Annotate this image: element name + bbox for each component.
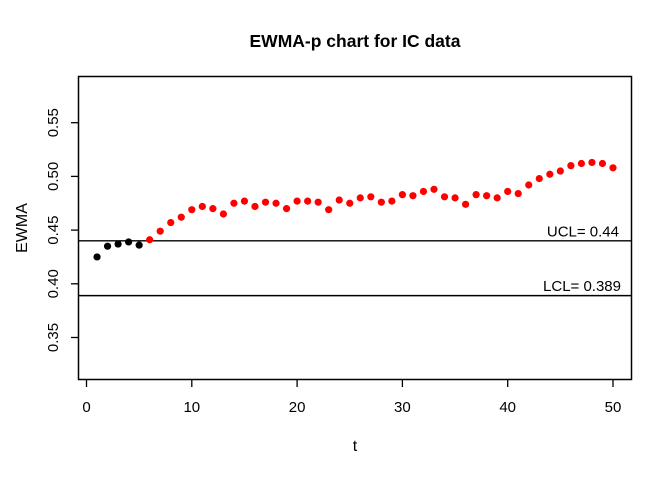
y-tick-label: 0.40 (45, 269, 62, 298)
out-of-control-point (398, 191, 406, 199)
out-of-control-point (261, 198, 270, 206)
in-control-point (103, 242, 112, 250)
out-of-control-point (567, 162, 575, 170)
y-tick-label: 0.55 (45, 108, 62, 137)
out-of-control-point (230, 199, 238, 207)
x-tick-label: 20 (289, 399, 306, 416)
x-axis-label: t (353, 438, 358, 455)
y-tick-label: 0.50 (45, 162, 62, 191)
out-of-control-point (409, 192, 417, 200)
out-of-control-point (198, 202, 206, 211)
lcl-label: LCL= 0.389 (543, 278, 621, 295)
y-axis-label: EWMA (14, 203, 31, 253)
out-of-control-point (209, 205, 217, 213)
out-of-control-point (240, 197, 249, 205)
out-of-control-point (188, 206, 196, 214)
out-of-control-point (461, 200, 470, 208)
out-of-control-point (430, 185, 438, 193)
out-of-control-point (451, 194, 459, 202)
out-of-control-point (335, 196, 343, 204)
in-control-point (125, 238, 133, 246)
out-of-control-point (304, 197, 312, 205)
out-of-control-point (146, 236, 154, 244)
out-of-control-point (525, 181, 533, 189)
out-of-control-point (346, 199, 354, 207)
out-of-control-point (177, 213, 185, 221)
out-of-control-point (156, 227, 164, 235)
out-of-control-point (377, 198, 385, 206)
x-tick-label: 0 (82, 399, 90, 416)
in-control-point (114, 240, 122, 248)
out-of-control-point (577, 159, 586, 168)
out-of-control-point (388, 197, 396, 205)
y-tick-label: 0.35 (45, 323, 62, 352)
ucl-label: UCL= 0.44 (547, 223, 619, 240)
x-tick-label: 30 (394, 399, 411, 416)
generated-chart-content: 0 10 20 30 40 50 0.35 0.40 0.45 0.50 0.55 (45, 108, 621, 416)
out-of-control-point (282, 205, 291, 213)
out-of-control-point (609, 164, 617, 172)
out-of-control-point (314, 198, 322, 206)
out-of-control-point (588, 158, 596, 167)
x-tick-label: 50 (605, 399, 622, 416)
out-of-control-point (219, 210, 227, 218)
y-tick-label: 0.45 (45, 215, 62, 244)
in-control-point (93, 253, 101, 261)
out-of-control-point (251, 202, 259, 211)
out-of-control-point (325, 206, 333, 214)
out-of-control-point (167, 218, 175, 227)
plot-box (77, 75, 633, 381)
out-of-control-point (272, 199, 280, 207)
x-tick-label: 10 (183, 399, 200, 416)
out-of-control-point (556, 167, 564, 175)
out-of-control-point (419, 187, 428, 196)
out-of-control-point (493, 194, 501, 202)
in-control-point (135, 241, 143, 249)
out-of-control-point (598, 159, 607, 168)
chart-title: EWMA-p chart for IC data (250, 31, 461, 51)
out-of-control-point (472, 191, 480, 199)
out-of-control-point (440, 193, 449, 201)
x-tick-label: 40 (499, 399, 516, 416)
out-of-control-point (356, 194, 364, 202)
out-of-control-point (514, 189, 522, 198)
out-of-control-point (293, 197, 301, 205)
out-of-control-point (546, 170, 554, 178)
out-of-control-point (367, 193, 375, 201)
out-of-control-point (483, 192, 491, 200)
out-of-control-point (504, 187, 512, 196)
out-of-control-point (535, 174, 543, 183)
